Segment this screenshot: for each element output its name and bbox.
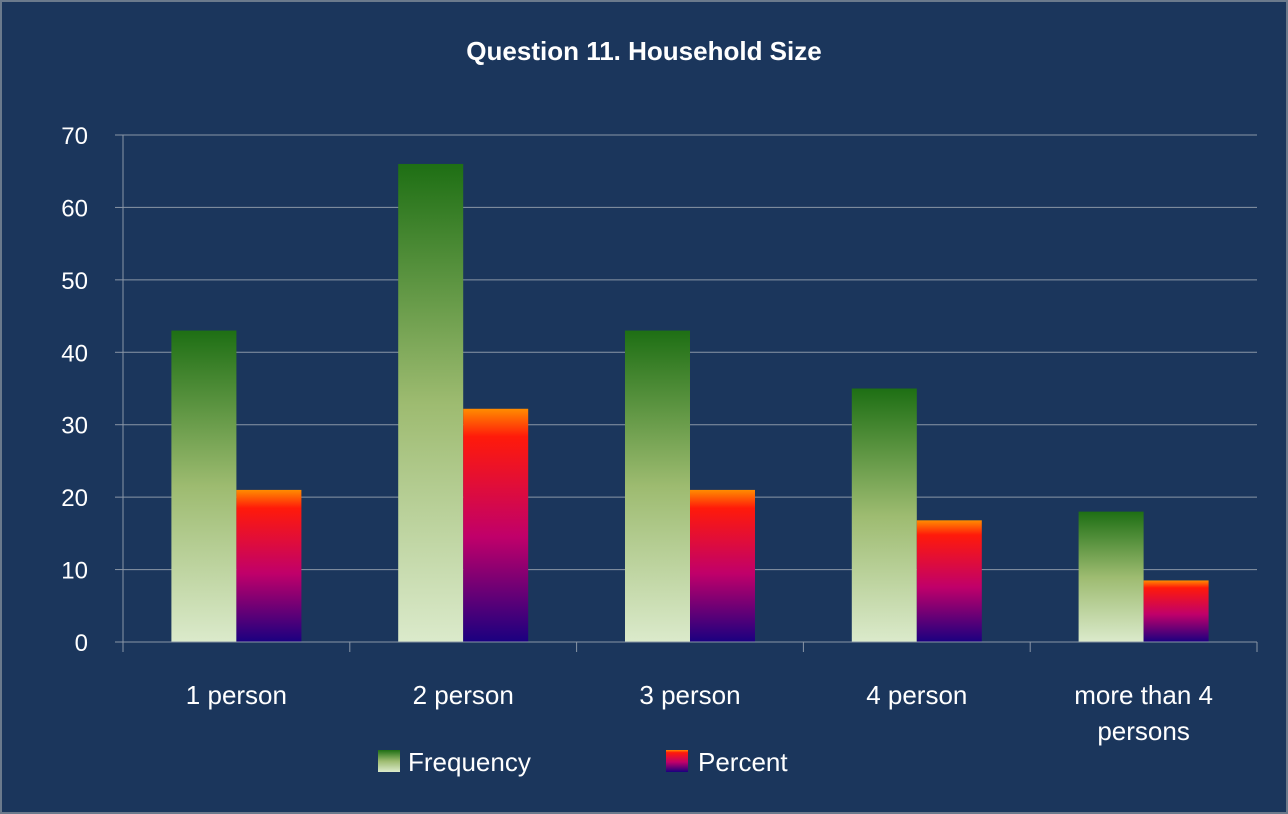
bars-layer: [171, 163, 1209, 642]
frequency-bar: [851, 388, 917, 642]
y-tick-label: 0: [75, 630, 88, 657]
percent-bar: [690, 489, 755, 642]
y-tick-label: 20: [61, 485, 88, 512]
percent-bar: [916, 520, 982, 642]
frequency-bar: [171, 330, 237, 642]
frequency-bar: [398, 163, 464, 642]
frequency-bar: [1078, 511, 1144, 642]
y-tick-label: 70: [61, 123, 88, 150]
x-tick-label: 1 person: [186, 680, 287, 710]
x-tick-label: more than 4 persons: [1074, 680, 1213, 746]
y-tick-label: 50: [61, 268, 88, 295]
percent-bar: [1143, 580, 1209, 642]
y-tick-label: 60: [61, 195, 88, 222]
y-tick-label: 10: [61, 558, 88, 585]
legend-swatch-frequency: [378, 750, 400, 772]
chart-title: Question 11. Household Size: [466, 36, 821, 66]
legend-swatch-percent: [666, 750, 688, 772]
y-tick-label: 40: [61, 340, 88, 367]
x-tick-label: 3 person: [639, 680, 740, 710]
legend-label-frequency: Frequency: [408, 747, 531, 777]
x-tick-label: 2 person: [413, 680, 514, 710]
percent-bar: [463, 408, 529, 642]
legend-label-percent: Percent: [698, 747, 788, 777]
legend: Frequency Percent: [378, 747, 788, 777]
x-tick-label: 4 person: [866, 680, 967, 710]
percent-bar: [236, 489, 302, 642]
axis-layer: 0 10 20 30 40 50 60 70 1 person 2 person 3 person 4…: [61, 123, 1258, 746]
y-tick-label: 30: [61, 413, 88, 440]
frequency-bar: [625, 330, 690, 642]
